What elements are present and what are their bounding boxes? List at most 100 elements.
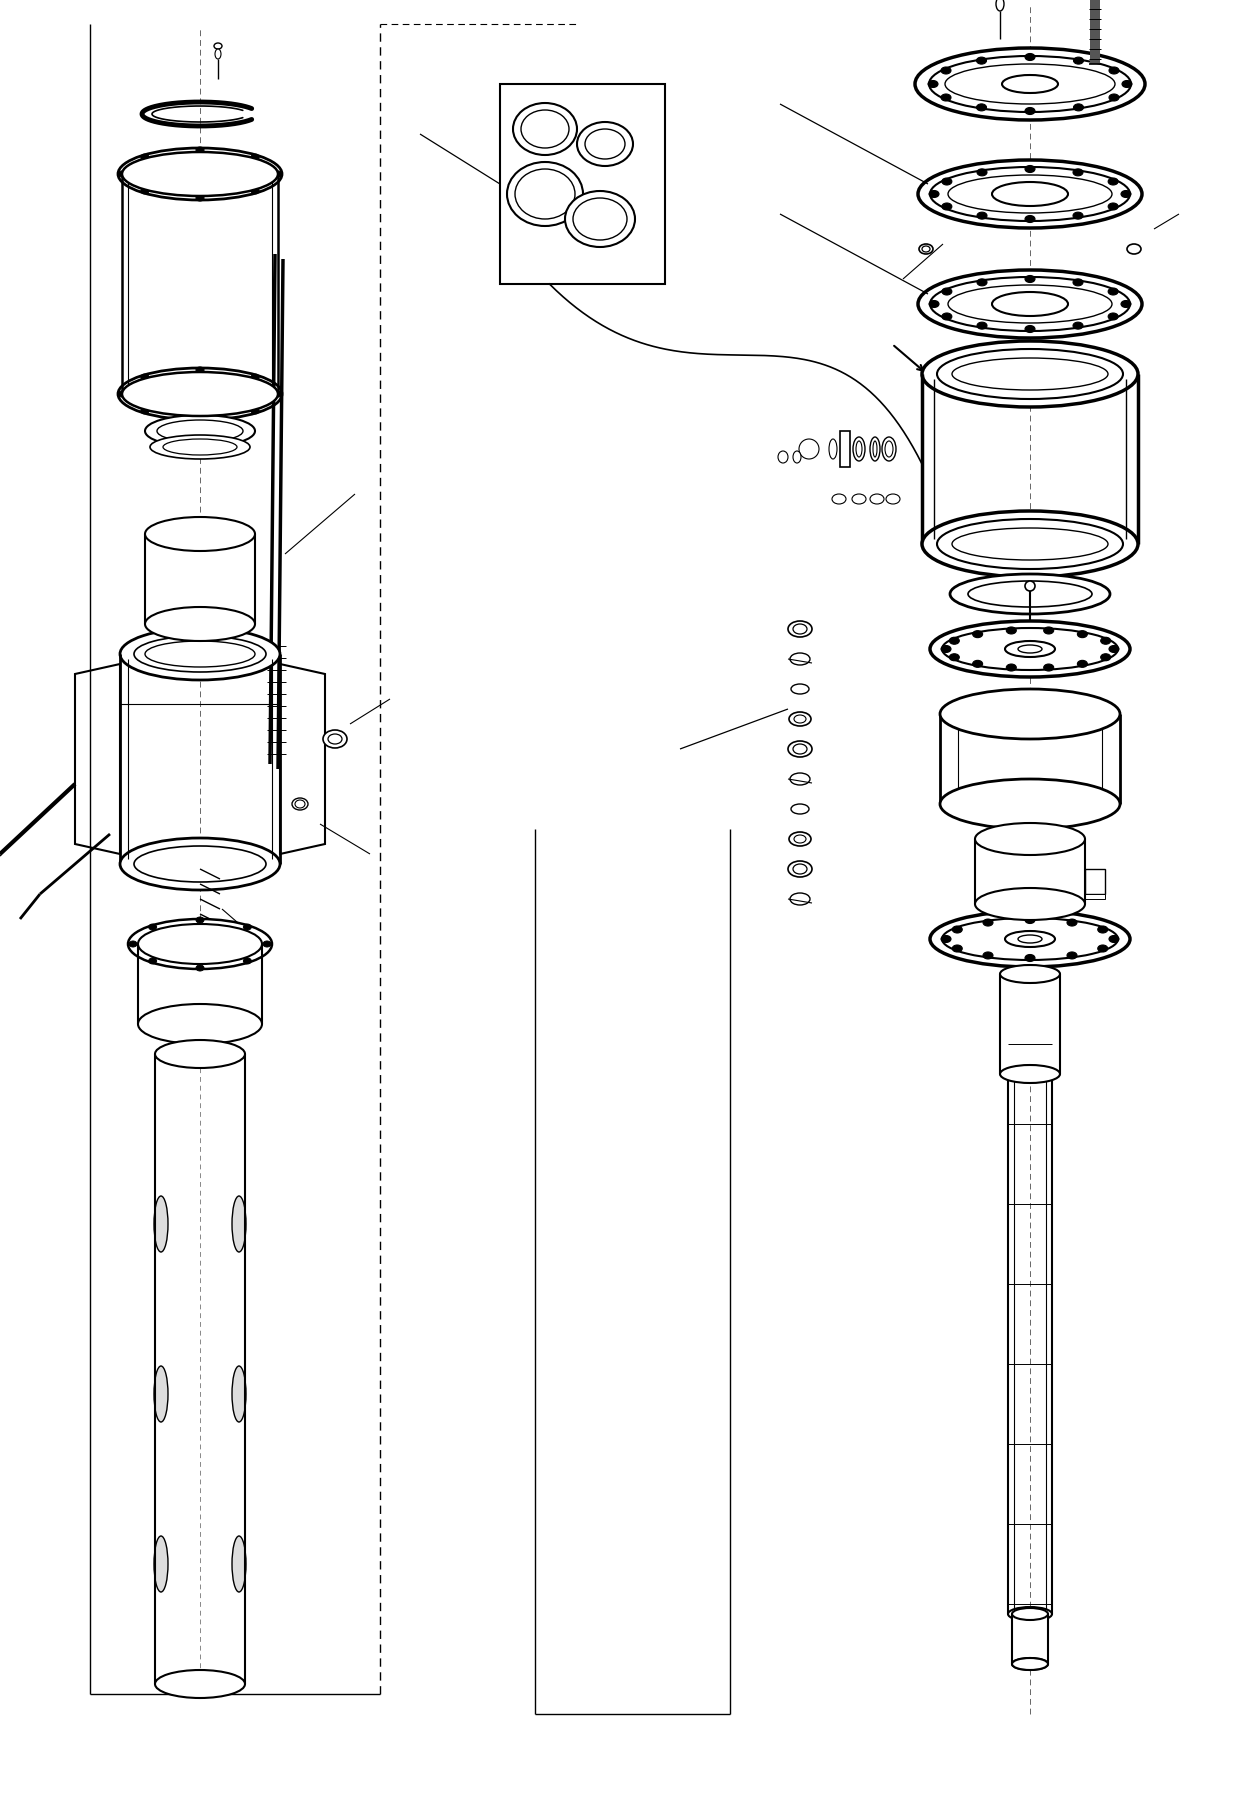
Ellipse shape: [1121, 192, 1131, 198]
Ellipse shape: [1078, 660, 1088, 668]
Ellipse shape: [1000, 965, 1060, 983]
Ellipse shape: [251, 189, 259, 194]
Ellipse shape: [1025, 109, 1035, 116]
Ellipse shape: [122, 374, 278, 417]
Ellipse shape: [941, 646, 951, 653]
Ellipse shape: [323, 731, 347, 749]
Ellipse shape: [977, 212, 987, 219]
Ellipse shape: [251, 375, 259, 381]
Ellipse shape: [985, 894, 1075, 916]
Ellipse shape: [789, 653, 809, 666]
Ellipse shape: [922, 247, 930, 252]
Ellipse shape: [1108, 203, 1118, 210]
Ellipse shape: [1000, 1065, 1060, 1083]
Ellipse shape: [942, 203, 952, 210]
Ellipse shape: [1015, 1609, 1045, 1620]
Ellipse shape: [274, 392, 282, 397]
Bar: [1000, 974, 1060, 1074]
Bar: [500, 85, 665, 285]
Ellipse shape: [149, 958, 157, 965]
Ellipse shape: [195, 918, 204, 923]
Ellipse shape: [122, 152, 278, 198]
Ellipse shape: [1108, 180, 1118, 185]
Ellipse shape: [1073, 323, 1083, 330]
Ellipse shape: [1109, 936, 1119, 943]
Ellipse shape: [976, 105, 986, 112]
Bar: [922, 375, 1138, 544]
Ellipse shape: [138, 925, 262, 965]
Ellipse shape: [1068, 920, 1078, 927]
Ellipse shape: [515, 171, 575, 219]
Ellipse shape: [928, 301, 938, 308]
Ellipse shape: [251, 408, 259, 415]
Ellipse shape: [794, 715, 806, 724]
Ellipse shape: [984, 920, 992, 927]
Ellipse shape: [955, 787, 1105, 822]
Ellipse shape: [952, 927, 962, 934]
Ellipse shape: [1073, 212, 1083, 219]
Ellipse shape: [829, 439, 837, 459]
Ellipse shape: [793, 452, 801, 464]
Ellipse shape: [992, 292, 1068, 317]
Ellipse shape: [789, 833, 811, 847]
Ellipse shape: [154, 1536, 168, 1593]
Ellipse shape: [789, 894, 809, 905]
Ellipse shape: [970, 795, 1090, 814]
Ellipse shape: [1025, 954, 1035, 961]
Ellipse shape: [128, 920, 272, 969]
Ellipse shape: [972, 660, 982, 668]
Ellipse shape: [1006, 664, 1016, 671]
Ellipse shape: [130, 377, 269, 412]
Ellipse shape: [150, 435, 251, 459]
Ellipse shape: [243, 925, 252, 931]
Ellipse shape: [1100, 655, 1110, 662]
Ellipse shape: [565, 192, 635, 249]
Ellipse shape: [1098, 927, 1108, 934]
Ellipse shape: [251, 154, 259, 161]
Ellipse shape: [793, 624, 807, 635]
Ellipse shape: [969, 582, 1093, 608]
Ellipse shape: [134, 637, 266, 673]
Ellipse shape: [138, 1005, 262, 1045]
Ellipse shape: [1044, 664, 1054, 671]
Ellipse shape: [1025, 167, 1035, 174]
Ellipse shape: [576, 123, 633, 167]
Ellipse shape: [882, 437, 896, 463]
Ellipse shape: [789, 713, 811, 727]
Bar: [1090, 0, 1100, 65]
Bar: [138, 945, 262, 1025]
Ellipse shape: [949, 176, 1111, 214]
Ellipse shape: [942, 918, 1118, 960]
Ellipse shape: [118, 368, 282, 421]
Ellipse shape: [134, 847, 266, 883]
Ellipse shape: [294, 800, 304, 809]
Ellipse shape: [195, 196, 204, 201]
Ellipse shape: [274, 172, 282, 178]
Ellipse shape: [870, 437, 880, 463]
Ellipse shape: [507, 163, 583, 227]
Ellipse shape: [150, 1010, 251, 1038]
Ellipse shape: [793, 744, 807, 755]
Ellipse shape: [793, 865, 807, 874]
Ellipse shape: [856, 443, 862, 457]
Ellipse shape: [195, 149, 204, 154]
Ellipse shape: [155, 1041, 246, 1068]
Bar: [155, 1054, 246, 1683]
Ellipse shape: [950, 639, 960, 646]
Ellipse shape: [852, 495, 866, 504]
Ellipse shape: [232, 1536, 246, 1593]
Ellipse shape: [1025, 216, 1035, 223]
Ellipse shape: [1098, 945, 1108, 952]
Ellipse shape: [791, 684, 809, 695]
Ellipse shape: [1073, 171, 1083, 176]
Ellipse shape: [118, 149, 282, 201]
Ellipse shape: [922, 512, 1138, 577]
Ellipse shape: [1121, 82, 1131, 89]
Ellipse shape: [778, 452, 788, 464]
Ellipse shape: [1017, 936, 1042, 943]
Ellipse shape: [243, 958, 252, 965]
Ellipse shape: [1044, 628, 1054, 635]
Ellipse shape: [918, 270, 1141, 339]
Ellipse shape: [977, 323, 987, 330]
Ellipse shape: [1078, 631, 1088, 639]
